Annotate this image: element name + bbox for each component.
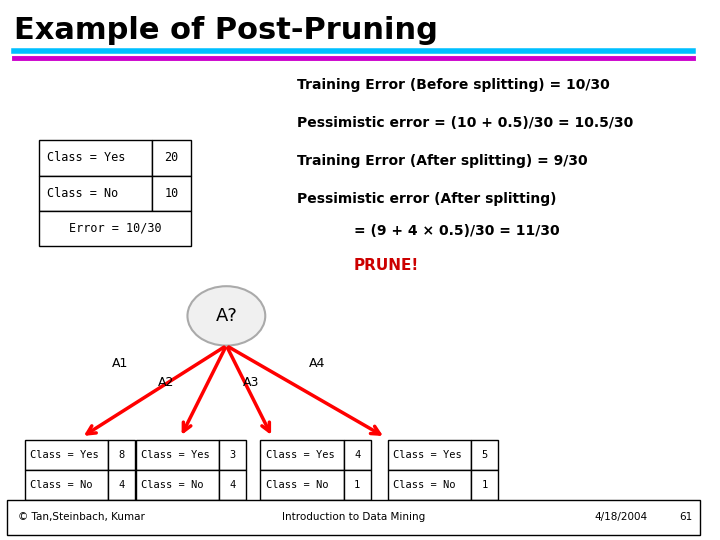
Text: Class = Yes: Class = Yes xyxy=(393,450,462,460)
Text: 20: 20 xyxy=(164,151,179,165)
Text: A3: A3 xyxy=(243,376,259,389)
FancyArrowPatch shape xyxy=(229,347,379,434)
FancyBboxPatch shape xyxy=(220,470,246,500)
FancyArrowPatch shape xyxy=(87,347,224,434)
FancyBboxPatch shape xyxy=(471,440,498,470)
Text: Class = Yes: Class = Yes xyxy=(141,450,210,460)
Text: A2: A2 xyxy=(158,376,174,389)
FancyBboxPatch shape xyxy=(220,440,246,470)
Text: Introduction to Data Mining: Introduction to Data Mining xyxy=(282,512,426,522)
Text: 8: 8 xyxy=(119,450,125,460)
FancyBboxPatch shape xyxy=(39,140,152,176)
FancyBboxPatch shape xyxy=(39,211,191,246)
FancyBboxPatch shape xyxy=(39,176,152,211)
Text: Class = No: Class = No xyxy=(393,480,456,490)
FancyBboxPatch shape xyxy=(387,470,471,500)
Text: © Tan,Steinbach, Kumar: © Tan,Steinbach, Kumar xyxy=(18,512,145,522)
Text: Training Error (After splitting) = 9/30: Training Error (After splitting) = 9/30 xyxy=(297,154,588,168)
FancyBboxPatch shape xyxy=(136,440,220,470)
FancyBboxPatch shape xyxy=(136,470,220,500)
FancyBboxPatch shape xyxy=(261,470,343,500)
Text: Pessimistic error (After splitting): Pessimistic error (After splitting) xyxy=(297,192,557,206)
Text: A?: A? xyxy=(215,307,238,325)
Text: 1: 1 xyxy=(482,480,487,490)
FancyBboxPatch shape xyxy=(343,440,371,470)
Text: Class = Yes: Class = Yes xyxy=(266,450,335,460)
Text: 5: 5 xyxy=(482,450,487,460)
Text: Example of Post-Pruning: Example of Post-Pruning xyxy=(14,16,438,45)
FancyBboxPatch shape xyxy=(7,500,701,535)
Text: A1: A1 xyxy=(112,357,128,370)
FancyArrowPatch shape xyxy=(184,348,225,431)
Text: Class = No: Class = No xyxy=(141,480,204,490)
FancyBboxPatch shape xyxy=(24,440,108,470)
FancyBboxPatch shape xyxy=(152,140,191,176)
FancyBboxPatch shape xyxy=(152,176,191,211)
Text: 4: 4 xyxy=(119,480,125,490)
FancyBboxPatch shape xyxy=(471,470,498,500)
Text: 10: 10 xyxy=(164,186,179,200)
FancyBboxPatch shape xyxy=(24,470,108,500)
Text: Training Error (Before splitting) = 10/30: Training Error (Before splitting) = 10/3… xyxy=(297,78,610,92)
Circle shape xyxy=(187,286,265,346)
Text: = (9 + 4 × 0.5)/30 = 11/30: = (9 + 4 × 0.5)/30 = 11/30 xyxy=(354,224,559,238)
Text: 4/18/2004: 4/18/2004 xyxy=(594,512,647,522)
Text: 4: 4 xyxy=(354,450,360,460)
FancyBboxPatch shape xyxy=(261,440,343,470)
FancyBboxPatch shape xyxy=(343,470,371,500)
Text: 1: 1 xyxy=(354,480,360,490)
Text: Class = Yes: Class = Yes xyxy=(48,151,126,165)
Text: 4: 4 xyxy=(230,480,236,490)
Text: Class = No: Class = No xyxy=(48,186,119,200)
FancyBboxPatch shape xyxy=(108,470,135,500)
FancyBboxPatch shape xyxy=(387,440,471,470)
FancyBboxPatch shape xyxy=(108,440,135,470)
Text: A4: A4 xyxy=(309,357,325,370)
Text: Pessimistic error = (10 + 0.5)/30 = 10.5/30: Pessimistic error = (10 + 0.5)/30 = 10.5… xyxy=(297,116,634,130)
Text: 3: 3 xyxy=(230,450,236,460)
Text: Class = Yes: Class = Yes xyxy=(30,450,99,460)
Text: PRUNE!: PRUNE! xyxy=(354,258,419,273)
Text: Class = No: Class = No xyxy=(30,480,93,490)
Text: 61: 61 xyxy=(679,512,693,522)
FancyArrowPatch shape xyxy=(228,348,269,431)
Text: Error = 10/30: Error = 10/30 xyxy=(68,221,161,235)
Text: Class = No: Class = No xyxy=(266,480,328,490)
